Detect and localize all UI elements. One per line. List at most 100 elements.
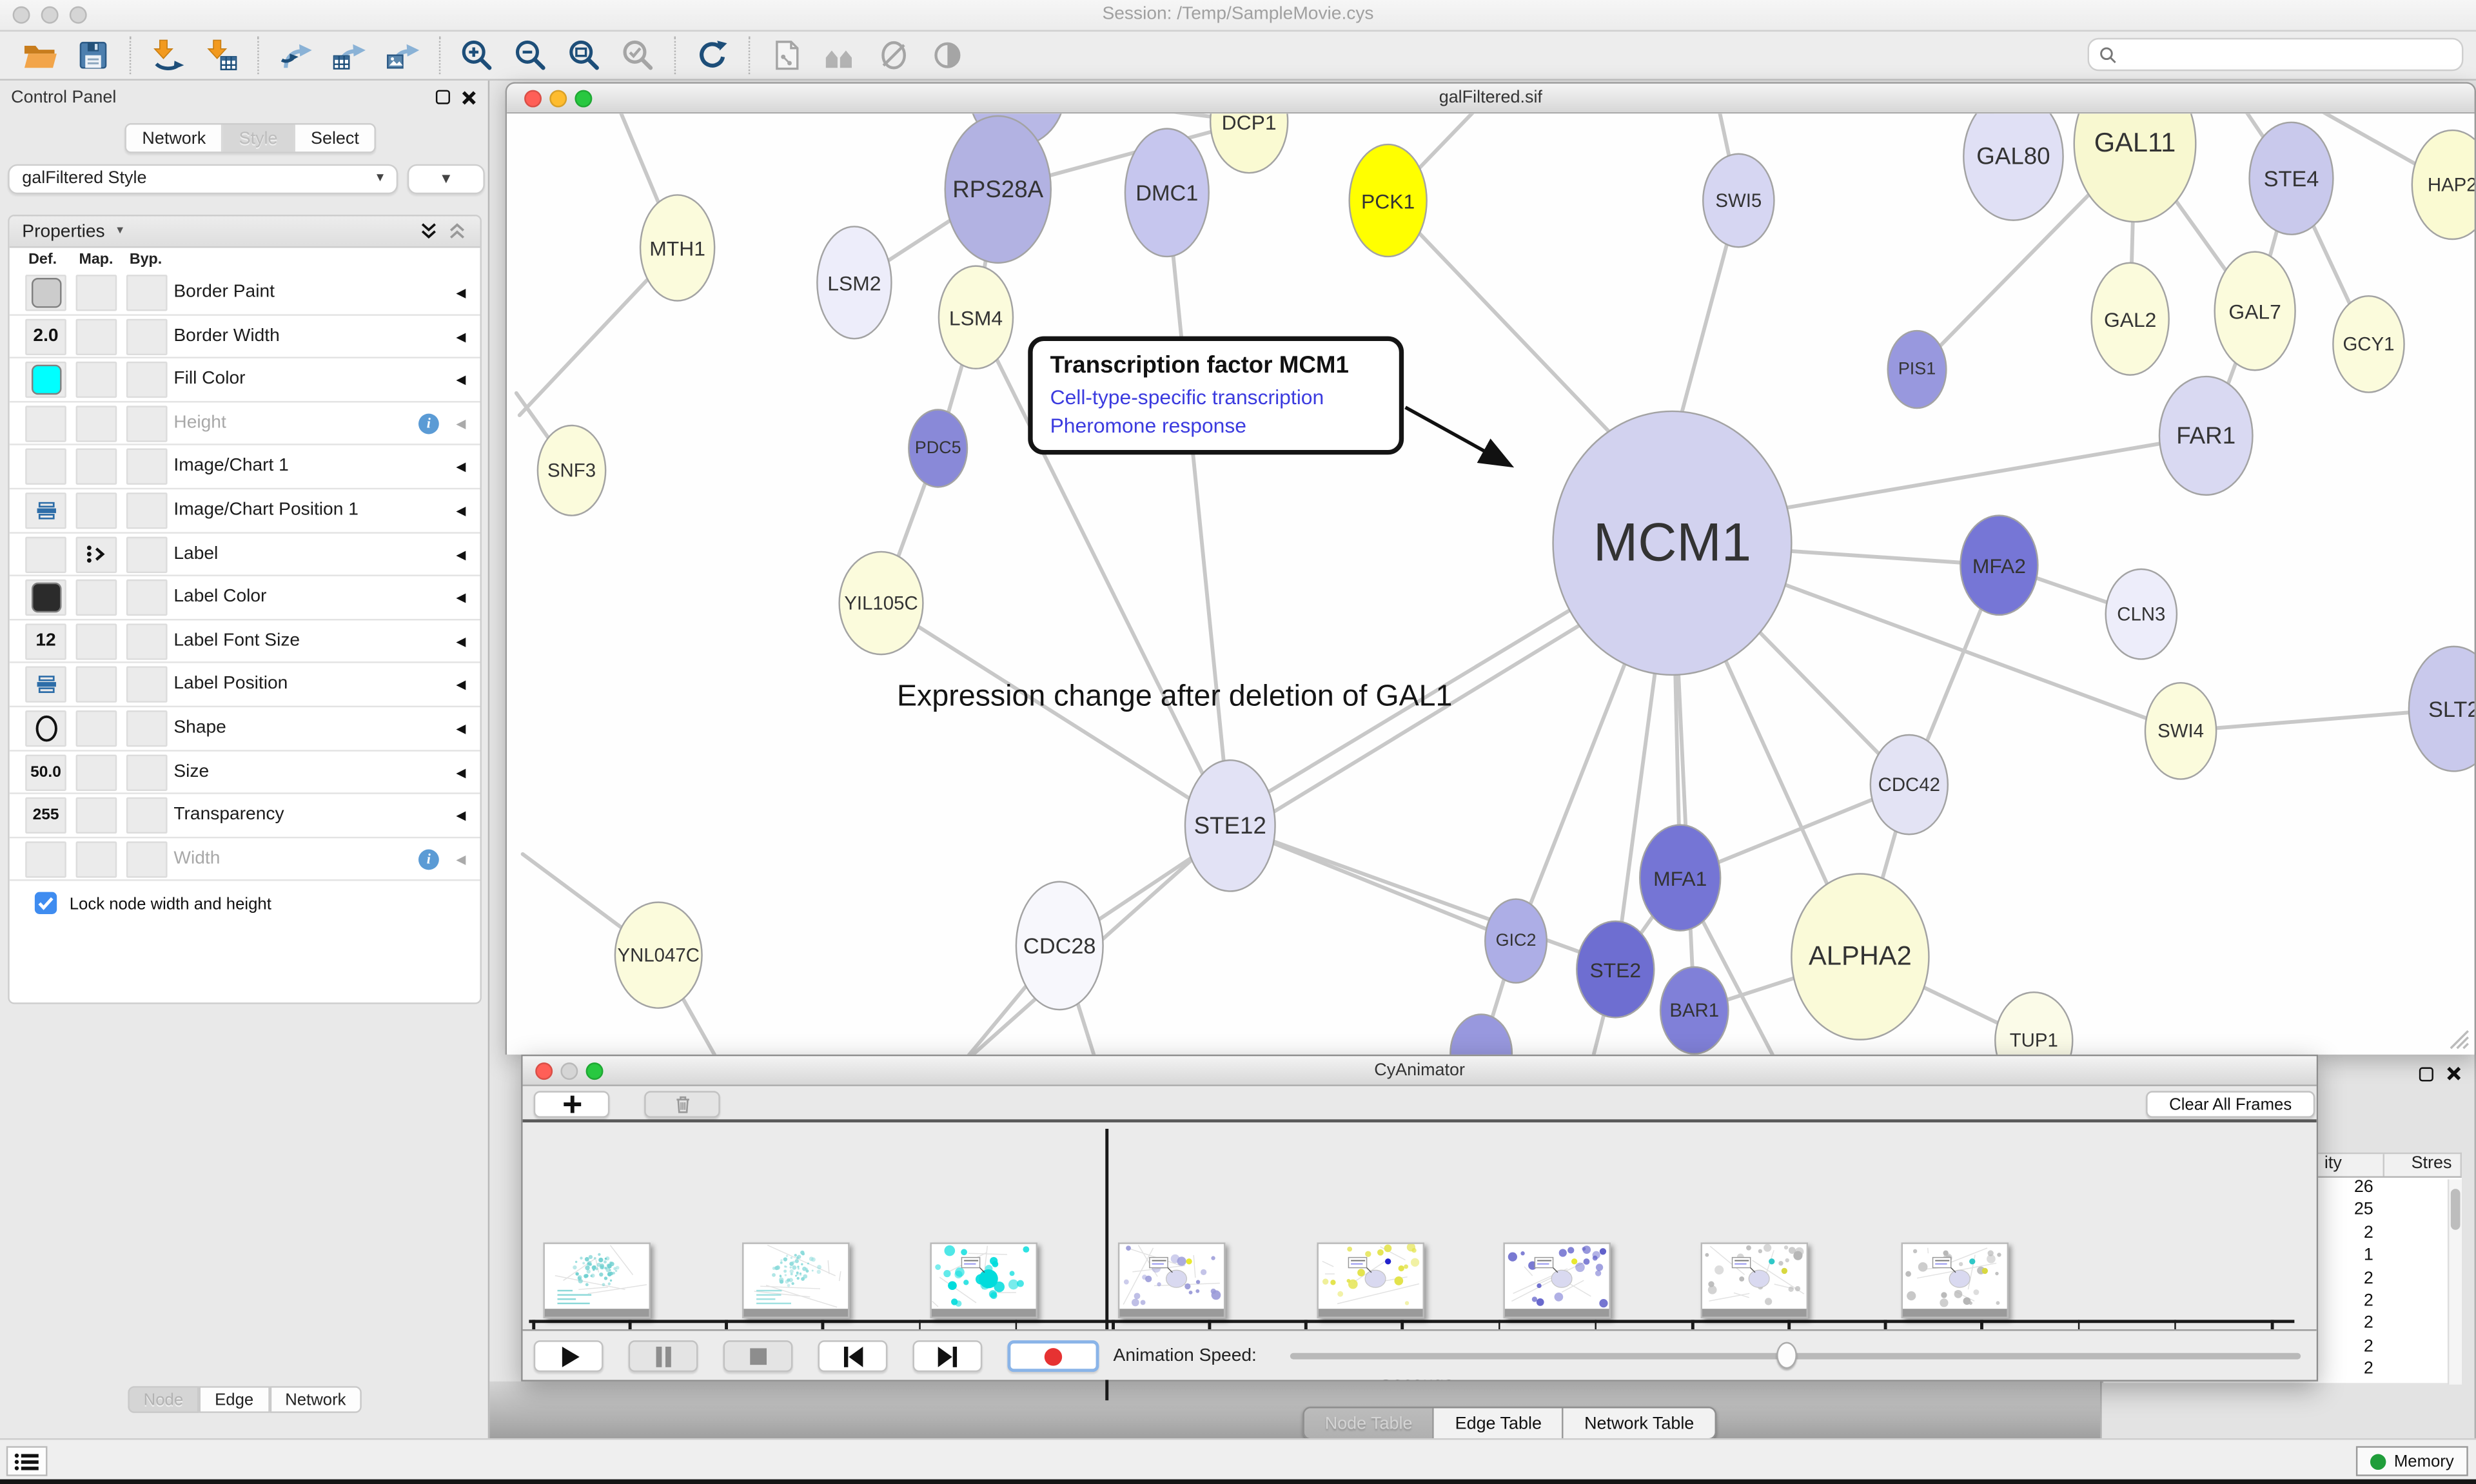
export-table-icon[interactable] (328, 35, 369, 76)
skip-end-button[interactable] (912, 1340, 983, 1372)
keyframe-thumbnail-2[interactable] (930, 1242, 1038, 1318)
search-box[interactable] (2087, 37, 2464, 72)
keyframe-thumbnail-6[interactable] (1700, 1242, 1809, 1318)
float-panel-icon[interactable] (2419, 1066, 2433, 1081)
table-row[interactable]: 2 (2103, 1291, 2462, 1314)
table-row[interactable]: 1 (2103, 1246, 2462, 1269)
expand-row-icon[interactable]: ◀ (456, 286, 466, 300)
cyanimator-titlebar[interactable]: CyAnimator (522, 1056, 2317, 1086)
default-value-cell[interactable] (25, 405, 66, 442)
property-row-label-font-size[interactable]: 12 Label Font Size ◀ (9, 620, 480, 664)
position-icon[interactable] (25, 493, 66, 529)
playhead[interactable] (1106, 1129, 1108, 1401)
expand-row-icon[interactable]: ◀ (456, 634, 466, 649)
table-row[interactable]: 26 (2103, 1178, 2462, 1200)
network-node-gal2[interactable]: GAL2 (2090, 262, 2170, 376)
expand-row-icon[interactable]: ◀ (456, 808, 466, 823)
default-value-cell[interactable]: 2.0 (25, 318, 66, 355)
style-options-button[interactable]: ▼ (407, 164, 485, 195)
property-row-shape[interactable]: Shape ◀ (9, 707, 480, 751)
close-window-icon[interactable] (524, 90, 542, 108)
bypass-cell[interactable] (126, 580, 168, 616)
table-row[interactable]: 2 (2103, 1223, 2462, 1245)
network-node-pis1[interactable]: PIS1 (1887, 329, 1947, 409)
expand-row-icon[interactable]: ◀ (456, 329, 466, 344)
expand-row-icon[interactable]: ◀ (456, 591, 466, 605)
property-row-label-position[interactable]: Label Position ◀ (9, 663, 480, 707)
bypass-cell[interactable] (126, 754, 168, 790)
refresh-icon[interactable] (692, 35, 733, 76)
mapping-cell[interactable] (75, 362, 117, 398)
expand-all-icon[interactable] (418, 221, 439, 242)
properties-header[interactable]: Properties ▾ (9, 216, 480, 248)
show-all-icon[interactable] (927, 35, 968, 76)
expand-row-icon[interactable]: ◀ (456, 721, 466, 736)
search-input[interactable] (2117, 44, 2462, 64)
table-row[interactable]: 25 (2103, 1200, 2462, 1223)
keyframe-thumbnail-3[interactable] (1117, 1242, 1225, 1318)
mapping-cell[interactable] (75, 710, 117, 747)
first-neighbors-icon[interactable] (820, 35, 861, 76)
maximize-window-icon[interactable] (575, 90, 593, 108)
default-value-cell[interactable] (25, 841, 66, 877)
expand-row-icon[interactable]: ◀ (456, 416, 466, 431)
minimize-window-icon[interactable] (41, 6, 59, 24)
annotation-link[interactable]: Cell-type-specific transcription (1050, 385, 1324, 409)
keyframe-thumbnail-0[interactable] (544, 1242, 651, 1318)
property-row-transparency[interactable]: 255 Transparency ◀ (9, 794, 480, 838)
column-header[interactable]: Stres (2411, 1154, 2452, 1173)
network-canvas[interactable]: DCP1 RPS28A DMC1 PCK1 SWI5 GAL80 GAL11 STE4 HAP2… (507, 113, 2475, 1055)
table-scrollbar[interactable] (2447, 1179, 2462, 1385)
float-panel-icon[interactable] (435, 90, 450, 104)
mapping-cell[interactable] (75, 797, 117, 834)
default-value-cell[interactable]: 12 (25, 623, 66, 660)
network-node-pdc5[interactable]: PDC5 (908, 409, 968, 488)
property-row-width[interactable]: Width i ◀ (9, 838, 480, 882)
network-node-cdc42[interactable]: CDC42 (1869, 734, 1949, 835)
import-network-icon[interactable] (147, 35, 188, 76)
export-network-icon[interactable] (275, 35, 316, 76)
network-node-pck1[interactable]: PCK1 (1348, 143, 1428, 258)
bypass-cell[interactable] (126, 449, 168, 485)
network-node-gic2[interactable]: GIC2 (1484, 898, 1548, 984)
keyframe-thumbnail-4[interactable] (1316, 1242, 1424, 1318)
property-row-border-paint[interactable]: Border Paint ◀ (9, 271, 480, 315)
style-selector[interactable]: galFiltered Style ▾ (8, 164, 398, 195)
network-node-gcy1[interactable]: GCY1 (2332, 295, 2405, 393)
mapping-cell[interactable] (75, 449, 117, 485)
table-row[interactable]: 2 (2103, 1314, 2462, 1336)
network-node-bar1[interactable]: BAR1 (1659, 966, 1729, 1055)
network-node-mcm1[interactable]: MCM1 (1552, 410, 1793, 676)
network-node-cln3[interactable]: CLN3 (2105, 568, 2178, 660)
network-node-dmc1[interactable]: DMC1 (1124, 128, 1210, 258)
maximize-window-icon[interactable] (69, 6, 87, 24)
lock-checkbox[interactable] (34, 892, 57, 915)
close-panel-icon[interactable] (2446, 1066, 2461, 1081)
network-node-mth1[interactable]: MTH1 (639, 194, 716, 302)
tab-edge-table[interactable]: Edge Table (1434, 1408, 1564, 1439)
keyframe-thumbnail-1[interactable] (742, 1242, 850, 1318)
default-value-cell[interactable]: 255 (25, 797, 66, 834)
position-icon[interactable] (25, 667, 66, 703)
network-node-swi4[interactable]: SWI4 (2144, 681, 2217, 780)
import-table-icon[interactable] (201, 35, 242, 76)
network-node-ste12[interactable]: STE12 (1184, 759, 1276, 892)
clone-network-icon[interactable] (766, 35, 807, 76)
table-row[interactable]: 2 (2103, 1269, 2462, 1291)
bypass-cell[interactable] (126, 493, 168, 529)
open-session-icon[interactable] (19, 35, 60, 76)
bypass-cell[interactable] (126, 275, 168, 311)
network-node-cdc28[interactable]: CDC28 (1015, 881, 1104, 1011)
speed-slider-handle[interactable] (1776, 1342, 1796, 1369)
ellipse-icon[interactable] (25, 710, 66, 747)
close-panel-icon[interactable] (461, 90, 477, 106)
minimize-window-icon[interactable] (549, 90, 567, 108)
property-row-label[interactable]: Label ◀ (9, 533, 480, 577)
tab-select[interactable]: Select (295, 124, 375, 152)
bypass-cell[interactable] (126, 405, 168, 442)
clear-all-frames-button[interactable]: Clear All Frames (2146, 1091, 2315, 1118)
network-node-alpha2[interactable]: ALPHA2 (1791, 873, 1930, 1040)
network-node-rps28a[interactable]: RPS28A (944, 115, 1052, 264)
hide-selected-icon[interactable] (873, 35, 914, 76)
zoom-out-icon[interactable] (510, 35, 551, 76)
